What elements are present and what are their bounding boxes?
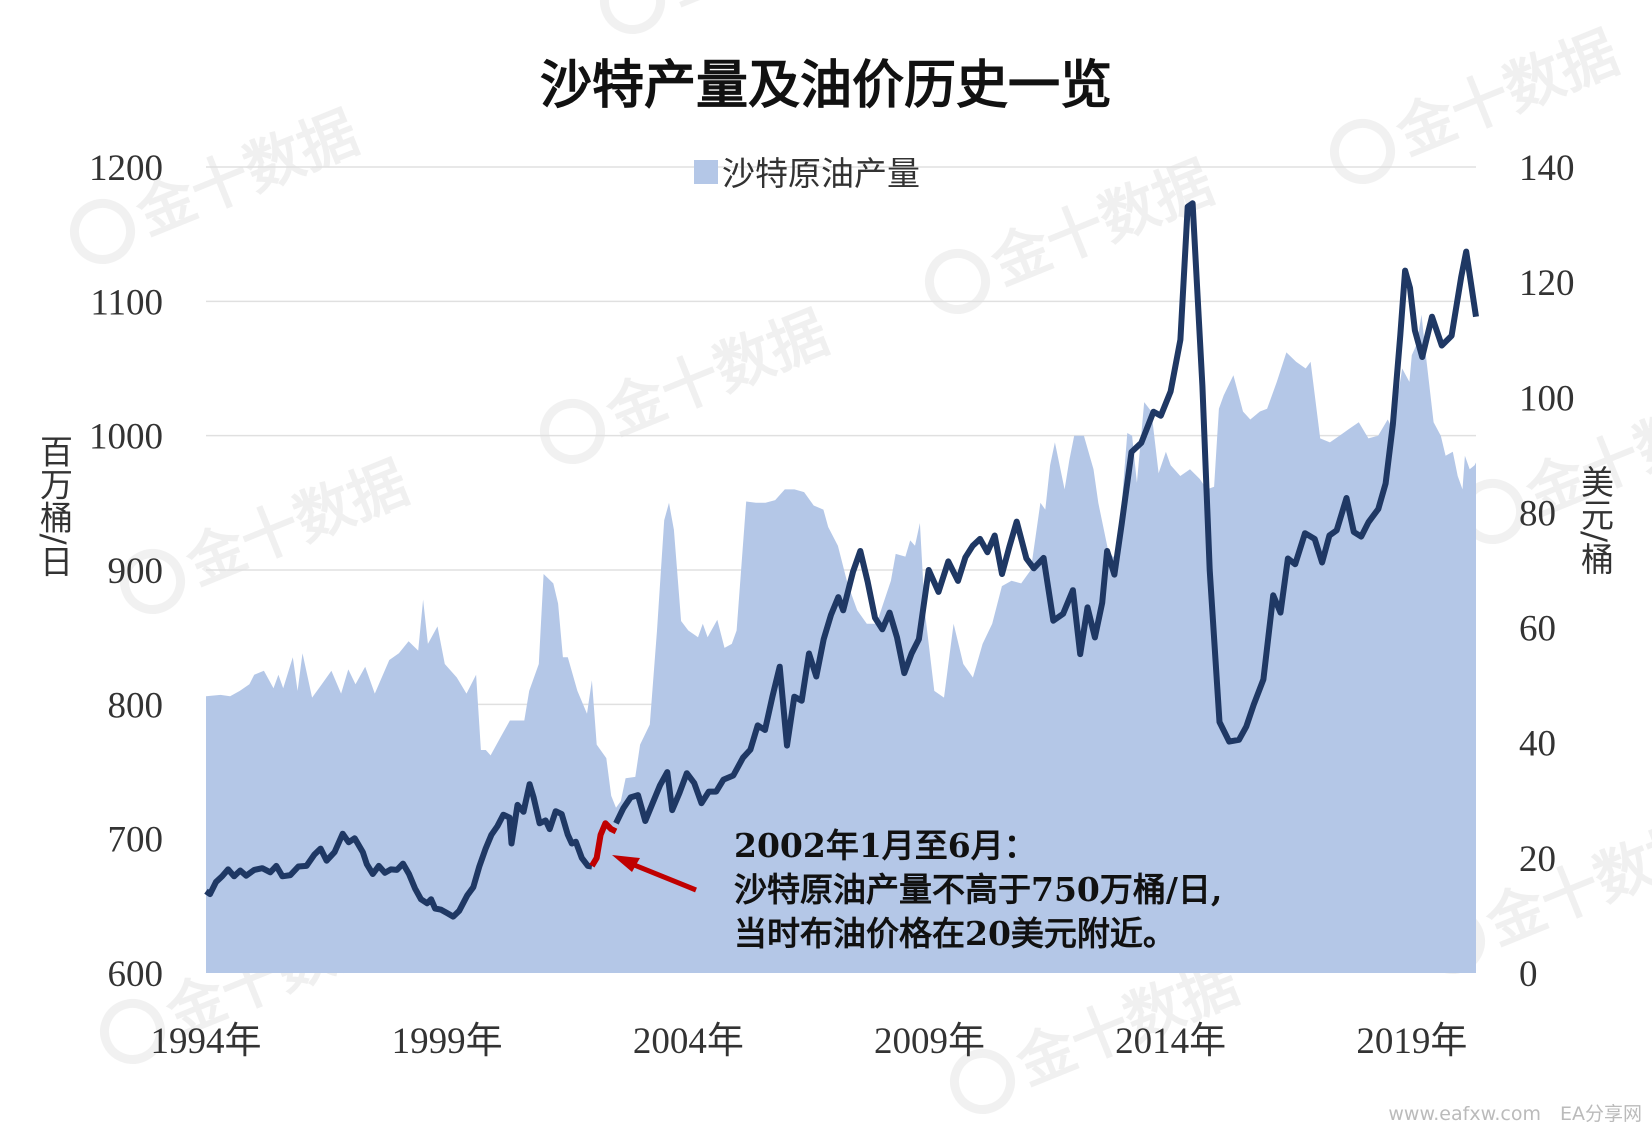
watermark-logo-icon bbox=[540, 398, 606, 464]
right-tick-label: 40 bbox=[1519, 724, 1556, 765]
right-axis-ticks: 0 20 40 60 80 100 120 140 bbox=[1519, 148, 1575, 995]
left-tick-label: 1000 bbox=[89, 417, 163, 458]
right-tick-label: 120 bbox=[1519, 263, 1575, 304]
left-axis-ticks: 600 700 800 900 1000 1100 1200 bbox=[89, 148, 163, 995]
annotation-line-2: 沙特原油产量不高于750万桶/日, bbox=[734, 870, 1222, 909]
watermark-logo-icon bbox=[120, 548, 186, 614]
x-axis-ticks: 1994年 1999年 2004年 2009年 2014年 2019年 bbox=[151, 1020, 1468, 1062]
right-tick-label: 140 bbox=[1519, 148, 1575, 189]
annotation-line-1: 2002年1月至6月： bbox=[734, 826, 1037, 865]
x-tick-label: 2019年 bbox=[1356, 1020, 1467, 1062]
right-tick-label: 0 bbox=[1519, 954, 1538, 995]
price-line-part-1 bbox=[204, 781, 593, 920]
right-tick-label: 100 bbox=[1519, 378, 1575, 419]
x-tick-label: 2014年 bbox=[1115, 1020, 1226, 1062]
watermark-logo-icon bbox=[100, 998, 166, 1064]
right-axis-label: 美元/桶 bbox=[1576, 465, 1615, 575]
x-tick-label: 2004年 bbox=[633, 1020, 744, 1062]
legend-label-production: 沙特原油产量 bbox=[722, 154, 920, 193]
left-tick-label: 900 bbox=[108, 551, 164, 592]
left-tick-label: 800 bbox=[108, 685, 164, 726]
watermark-logo-icon bbox=[600, 0, 666, 34]
x-tick-label: 2009年 bbox=[874, 1020, 985, 1062]
watermark-logo-icon bbox=[70, 198, 136, 264]
right-tick-label: 20 bbox=[1519, 839, 1556, 880]
left-tick-label: 1100 bbox=[90, 282, 163, 323]
left-axis-label: 百万桶/日 bbox=[35, 434, 74, 577]
left-tick-label: 1200 bbox=[89, 148, 163, 189]
annotation: 2002年1月至6月： 沙特原油产量不高于750万桶/日, 当时布油价格在20美… bbox=[612, 826, 1222, 953]
left-tick-label: 700 bbox=[108, 820, 164, 861]
x-tick-label: 1999年 bbox=[392, 1020, 503, 1062]
right-tick-label: 60 bbox=[1519, 609, 1556, 650]
watermark-logo-icon bbox=[950, 1048, 1016, 1114]
legend-swatch-production bbox=[694, 160, 718, 184]
left-tick-label: 600 bbox=[108, 954, 164, 995]
site-watermark: www.eafxw.com EA分享网 bbox=[1388, 1103, 1642, 1125]
right-tick-label: 80 bbox=[1519, 493, 1556, 534]
chart-title: 沙特产量及油价历史一览 bbox=[540, 55, 1112, 116]
price-line-layer bbox=[204, 200, 1479, 920]
price-line-part-2 bbox=[613, 200, 1479, 825]
annotation-line-3: 当时布油价格在20美元附近。 bbox=[734, 914, 1176, 953]
x-tick-label: 1994年 bbox=[151, 1020, 262, 1062]
legend: 沙特原油产量 bbox=[694, 154, 920, 193]
watermark-logo-icon bbox=[925, 248, 991, 314]
annotation-arrow-head bbox=[612, 855, 640, 872]
watermark-logo-icon bbox=[1330, 118, 1396, 184]
price-line-highlight bbox=[589, 820, 618, 868]
